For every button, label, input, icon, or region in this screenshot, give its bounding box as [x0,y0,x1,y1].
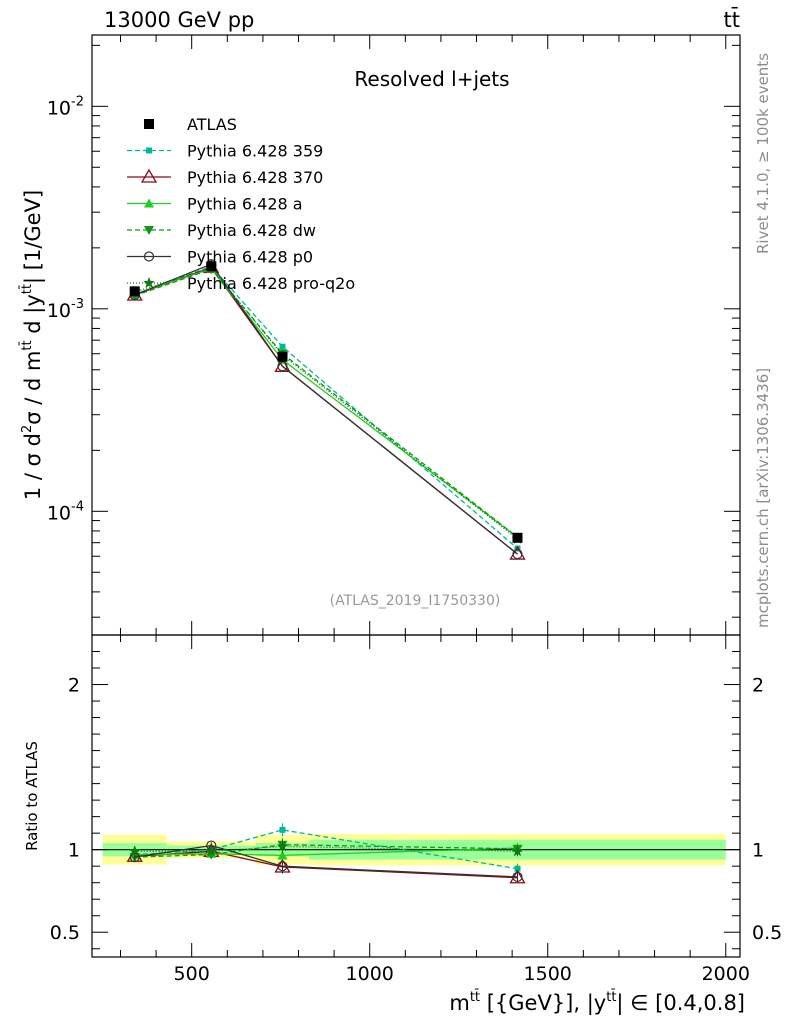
y-tick-exponent: -2 [71,94,84,109]
series-line-2 [134,267,518,538]
y-axis-label: 1 / σ d2σ / d mtt̄ d |ytt̄| [1/GeV] [20,190,46,500]
series-line-1 [134,266,518,555]
header-left: 13000 GeV pp [104,8,254,32]
series-4-point [277,361,288,372]
rivet-label: Rivet 4.1.0, ≥ 100k events [754,53,772,254]
x-label-bracket: [{GeV}], |y [480,991,606,1016]
y-tick-exponent: -3 [71,297,84,312]
ratio-series-line-0 [134,829,518,870]
series-0-point [279,343,286,350]
legend-label-3: Pythia 6.428 dw [187,221,316,240]
y-tick-label: 10-4 [47,499,84,524]
mcplots-label: mcplots.cern.ch [arXiv:1306.3436] [754,368,772,628]
analysis-id: (ATLAS_2019_I1750330) [330,593,501,609]
x-axis-label: mtt̄ [{GeV}], |ytt̄| ∈ [0.4,0.8] [449,990,745,1016]
ratio-series-0-point [279,826,286,833]
legend-atlas-label: ATLAS [187,115,237,134]
legend-marker-0 [146,147,152,154]
series-line-3 [134,268,518,538]
data-point [206,261,217,272]
legend-marker-2 [144,198,154,208]
ratio-tick-label-right: 1 [752,840,764,862]
data-point [512,532,523,543]
main-ticks: 10-410-310-2 [47,35,740,635]
legend: ATLAS Pythia 6.428 359 Pythia 6.428 370 Pyt… [127,115,355,293]
series-line-0 [134,265,518,549]
ratio-series-line-4 [134,844,518,878]
ratio-series-line-2 [134,847,518,857]
legend-marker-1 [140,168,158,183]
y-tick-label: 10-3 [47,297,84,322]
ratio-series-5-point [276,840,289,852]
x-label-range: | ∈ [0.4,0.8] [616,991,745,1016]
x-tick-label: 1000 [346,963,394,985]
ratio-frame [91,634,741,958]
x-tick-label: 2000 [702,963,750,985]
ratio-tick-label-right: 2 [752,675,764,697]
series-0-point [514,545,521,552]
legend-label-2: Pythia 6.428 a [187,195,303,214]
ratio-bands [92,833,740,866]
y-tick-base: 10 [47,97,71,119]
legend-label-0: Pythia 6.428 359 [187,142,323,161]
ratio-series-5-point [511,845,524,857]
y-tick-exponent: -4 [71,499,84,514]
ratio-series-5-point [205,845,217,857]
ratio-series-0-point [514,865,521,872]
x-tick-label: 500 [174,963,210,985]
ratio-series-5-point [129,845,141,857]
ratio-series-layer [126,823,526,884]
ratio-y-label: Ratio to ATLAS [23,741,41,851]
legend-label-1: Pythia 6.428 370 [187,168,323,187]
legend-label-4: Pythia 6.428 p0 [187,248,313,267]
chart-title: Resolved l+jets [354,67,509,91]
data-point [129,286,140,297]
data-points-layer [129,261,523,543]
y-label-tt-1: tt̄ [20,340,35,350]
y-label-tt-2: tt̄ [20,284,35,294]
series-line-4 [134,263,518,555]
y-label-part-a: 1 / σ d [21,433,45,500]
ratio-tick-label-right: 0.5 [752,922,782,944]
legend-atlas-marker [144,119,154,129]
ratio-series-4-point [512,871,523,883]
y-label-part-c: d |y [21,294,46,340]
header-right: tt̄ [724,7,740,32]
x-label-tt-2: tt̄ [606,990,616,1005]
y-label-part-d: | [1/GeV] [21,190,46,284]
data-point [277,351,288,362]
legend-label-5: Pythia 6.428 pro-q2o [187,274,355,293]
y-tick-label: 10-2 [47,94,84,119]
main-panel: 10-410-310-2 Resolved l+jets (ATLAS_2019… [47,34,741,636]
ratio-series-2-point [277,850,288,860]
x-label-m: m [449,991,469,1015]
series-line-5 [134,266,518,540]
series-4-point [512,548,523,560]
legend-marker-5 [143,277,155,288]
ratio-tick-label: 2 [68,675,80,697]
y-tick-base: 10 [47,300,71,322]
ratio-series-4-point [277,861,288,872]
y-label-superscript-2: 2 [20,425,35,433]
legend-marker-4 [143,251,155,262]
y-label-part-b: σ / d m [21,351,45,425]
legend-marker-3 [144,226,154,235]
ratio-tick-label: 1 [68,840,80,862]
y-tick-base: 10 [47,502,71,524]
x-label-tt-1: tt̄ [470,990,480,1005]
x-tick-label: 1500 [524,963,572,985]
ratio-series-line-3 [134,844,518,858]
ratio-tick-label: 0.5 [50,922,80,944]
main-series-layer [126,259,526,560]
